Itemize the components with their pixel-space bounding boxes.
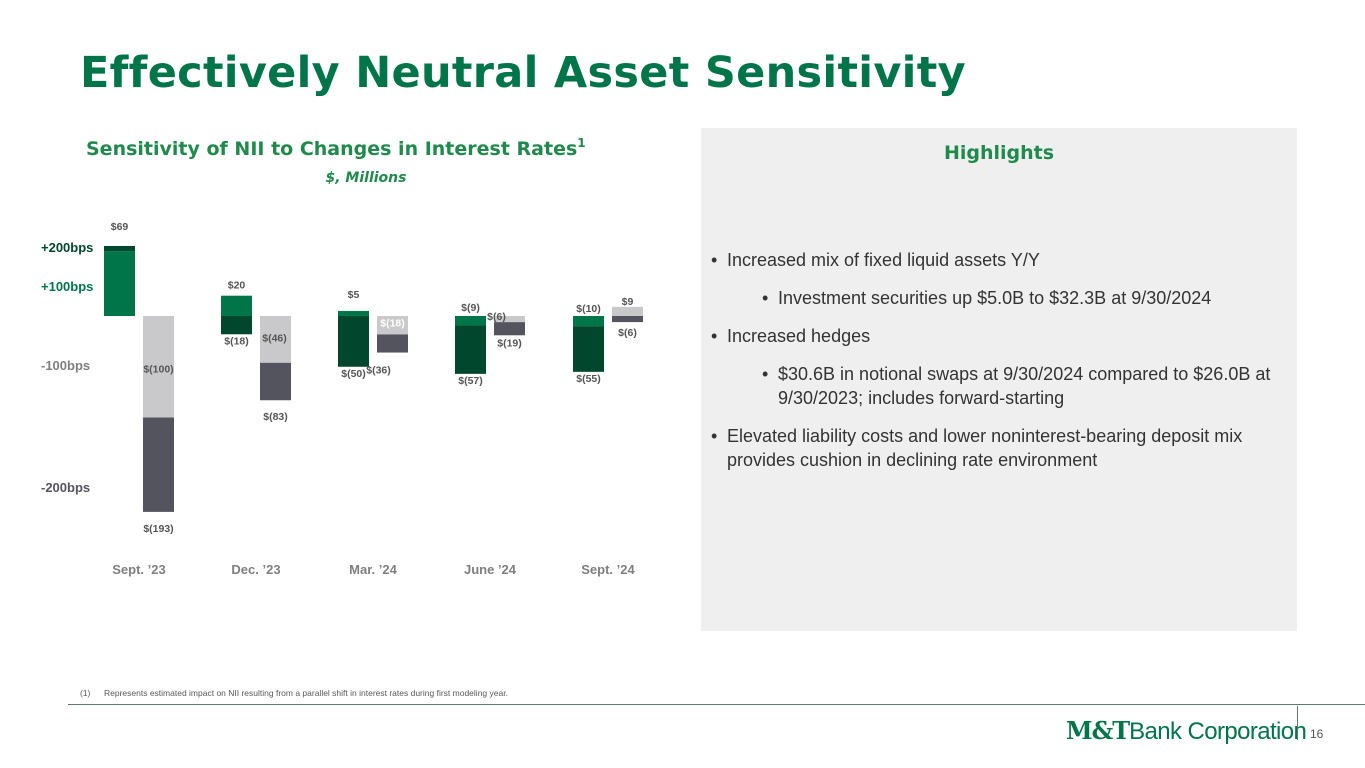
footnote-text: Represents estimated impact on NII resul… xyxy=(104,688,508,698)
footnote-number: (1) xyxy=(80,688,91,698)
data-label: $(6) xyxy=(618,327,637,339)
x-tick-label: Sept. ’23 xyxy=(112,562,165,577)
bar-down-200bps xyxy=(260,362,291,401)
data-label: $20 xyxy=(228,280,246,292)
logo-wordmark: Bank Corporation xyxy=(1129,718,1307,745)
data-label: $64 xyxy=(111,210,129,222)
highlight-text: Increased hedges xyxy=(727,326,871,346)
data-label: $(18) xyxy=(224,335,249,347)
bar-down-100bps xyxy=(494,316,525,323)
highlights-list: • Increased mix of fixed liquid assets Y/… xyxy=(711,248,1281,486)
bullet-icon: • xyxy=(711,250,718,270)
highlight-subitem: • $30.6B in notional swaps at 9/30/2024 c… xyxy=(762,362,1281,410)
data-label: $(6) xyxy=(487,311,506,323)
bar-down-200bps xyxy=(377,334,408,353)
bar-up-100bps xyxy=(573,316,604,327)
company-logo: M&TBank Corporation xyxy=(1066,716,1307,746)
bar-up-100bps xyxy=(455,316,486,326)
data-label: $(18) xyxy=(380,317,405,329)
x-tick-label: Sept. ’24 xyxy=(581,562,635,577)
chart-title-text: Sensitivity of NII to Changes in Interes… xyxy=(86,138,578,160)
chart-subtitle: $, Millions xyxy=(325,170,407,186)
legend-label: +200bps xyxy=(41,240,93,255)
nii-sensitivity-chart: $64$69 $20 $(18) $5 $(50) $(9) $(57) $(10) $(55)… xyxy=(41,210,643,577)
data-label: $5 xyxy=(348,289,360,301)
legend-label: -100bps xyxy=(41,358,90,373)
data-label: $9 xyxy=(622,296,634,308)
highlight-item: • Increased mix of fixed liquid assets Y/… xyxy=(711,248,1281,272)
data-label: $(83) xyxy=(263,411,288,423)
highlight-text: Elevated liability costs and lower nonin… xyxy=(727,426,1243,470)
x-tick-label: Mar. ’24 xyxy=(349,562,397,577)
data-label: $(36) xyxy=(366,365,391,377)
data-label: $(19) xyxy=(497,337,522,349)
highlight-item: • Elevated liability costs and lower noni… xyxy=(711,424,1281,472)
bar-up-200bps xyxy=(221,316,252,335)
page-number: 16 xyxy=(1310,727,1324,741)
bar-down-100bps xyxy=(377,316,408,335)
logo-mark: M&T xyxy=(1066,716,1130,745)
data-label: $(55) xyxy=(576,373,601,385)
bar-up-200bps xyxy=(455,325,486,374)
highlights-panel: Highlights • Increased mix of fixed liqui… xyxy=(701,128,1297,631)
bar-up-200bps xyxy=(104,245,135,252)
bar-up-100bps xyxy=(221,295,252,316)
chart-title: Sensitivity of NII to Changes in Interes… xyxy=(86,136,646,160)
bar-up-100bps xyxy=(338,310,369,316)
bar-down-100bps xyxy=(143,316,174,418)
data-label: $(46) xyxy=(262,333,287,345)
bar-down-100bps xyxy=(260,316,291,363)
legend-label: -200bps xyxy=(41,480,90,495)
data-label: $(10) xyxy=(576,303,601,315)
bar-down-200bps xyxy=(612,316,643,323)
bullet-icon: • xyxy=(762,288,769,308)
chart-title-footnote-ref: 1 xyxy=(577,136,586,150)
highlight-item: • Increased hedges xyxy=(711,324,1281,348)
bar-up-200bps xyxy=(338,316,369,367)
x-tick-label: June ’24 xyxy=(464,562,517,577)
highlight-text: Increased mix of fixed liquid assets Y/Y xyxy=(727,250,1040,270)
highlight-subitem: • Investment securities up $5.0B to $32.3… xyxy=(762,286,1281,310)
page-title: Effectively Neutral Asset Sensitivity xyxy=(80,48,966,98)
highlights-heading: Highlights xyxy=(943,142,1055,164)
data-label: $(57) xyxy=(458,375,483,387)
logo-divider xyxy=(1297,706,1298,740)
highlight-text: $30.6B in notional swaps at 9/30/2024 co… xyxy=(778,364,1271,408)
bar-up-100bps xyxy=(104,251,135,316)
bar-up-200bps xyxy=(573,326,604,372)
bullet-icon: • xyxy=(762,364,769,384)
data-label: $(50) xyxy=(341,368,366,380)
data-label: $(100) xyxy=(143,364,173,376)
data-label: $(193) xyxy=(143,523,173,535)
footnote: (1) Represents estimated impact on NII re… xyxy=(80,688,508,698)
highlight-text: Investment securities up $5.0B to $32.3B… xyxy=(778,288,1212,308)
bullet-icon: • xyxy=(711,426,718,446)
data-label: $(9) xyxy=(461,302,480,314)
data-label: $69 xyxy=(111,221,129,233)
footer-divider xyxy=(68,704,1365,705)
bar-down-100bps xyxy=(612,306,643,316)
bar-down-200bps xyxy=(143,417,174,512)
legend-label: +100bps xyxy=(41,279,93,294)
bullet-icon: • xyxy=(711,326,718,346)
bar-down-200bps xyxy=(494,322,525,336)
x-tick-label: Dec. ’23 xyxy=(231,562,280,577)
